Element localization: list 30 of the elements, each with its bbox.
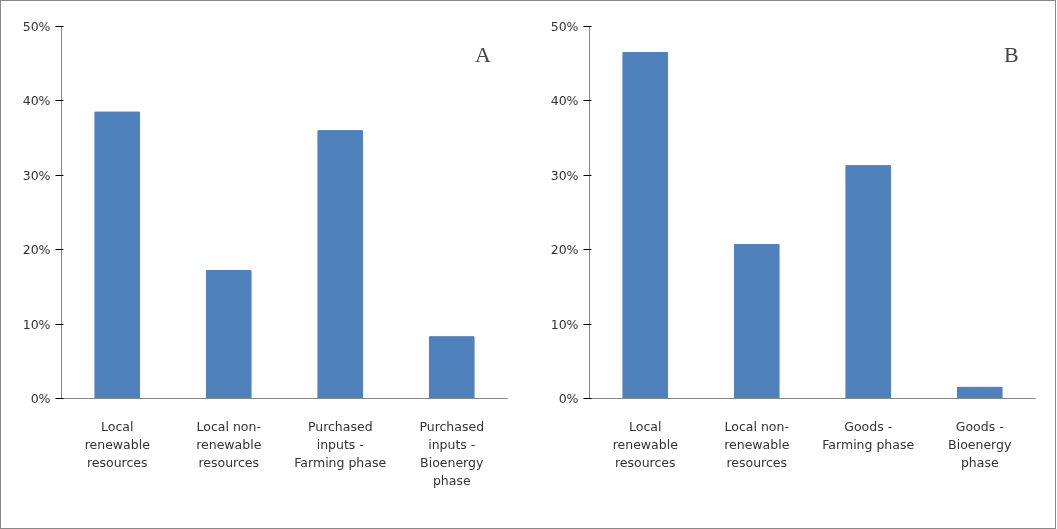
bar bbox=[622, 52, 669, 399]
bar bbox=[956, 386, 1003, 399]
y-tick-label: 10% bbox=[550, 316, 579, 332]
y-tick-label: 20% bbox=[550, 242, 579, 258]
x-tick-label: Goods - Farming phase bbox=[822, 418, 915, 452]
bar bbox=[845, 165, 892, 399]
y-tick-label: 0% bbox=[30, 391, 51, 406]
y-tick-label: 30% bbox=[22, 167, 51, 183]
bar bbox=[205, 270, 252, 399]
x-tick-label: Goods - Bioenergy phase bbox=[948, 418, 1012, 470]
annotation: A bbox=[474, 42, 491, 68]
y-tick-label: 20% bbox=[22, 242, 51, 258]
x-tick-label: Local renewable resources bbox=[84, 418, 151, 470]
x-tick-label: Local renewable resources bbox=[612, 418, 679, 470]
x-tick-label: Local non-renewable resources bbox=[724, 418, 790, 470]
bar bbox=[94, 111, 141, 399]
bar bbox=[428, 336, 475, 399]
y-tick-label: 50% bbox=[22, 19, 51, 34]
x-tick-label: Purchased inputs - Farming phase bbox=[294, 418, 387, 470]
y-tick-label: 30% bbox=[550, 167, 579, 183]
y-tick-label: 10% bbox=[22, 316, 51, 332]
bar bbox=[733, 243, 780, 399]
y-tick-label: 40% bbox=[22, 93, 51, 109]
x-tick-label: Local non-renewable resources bbox=[196, 418, 262, 470]
y-tick-label: 50% bbox=[550, 19, 579, 34]
y-tick-label: 40% bbox=[550, 93, 579, 109]
bar bbox=[317, 130, 364, 399]
y-tick-label: 0% bbox=[558, 391, 579, 406]
annotation: B bbox=[1004, 42, 1019, 68]
x-tick-label: Purchased inputs - Bioenergy phase bbox=[419, 418, 485, 488]
